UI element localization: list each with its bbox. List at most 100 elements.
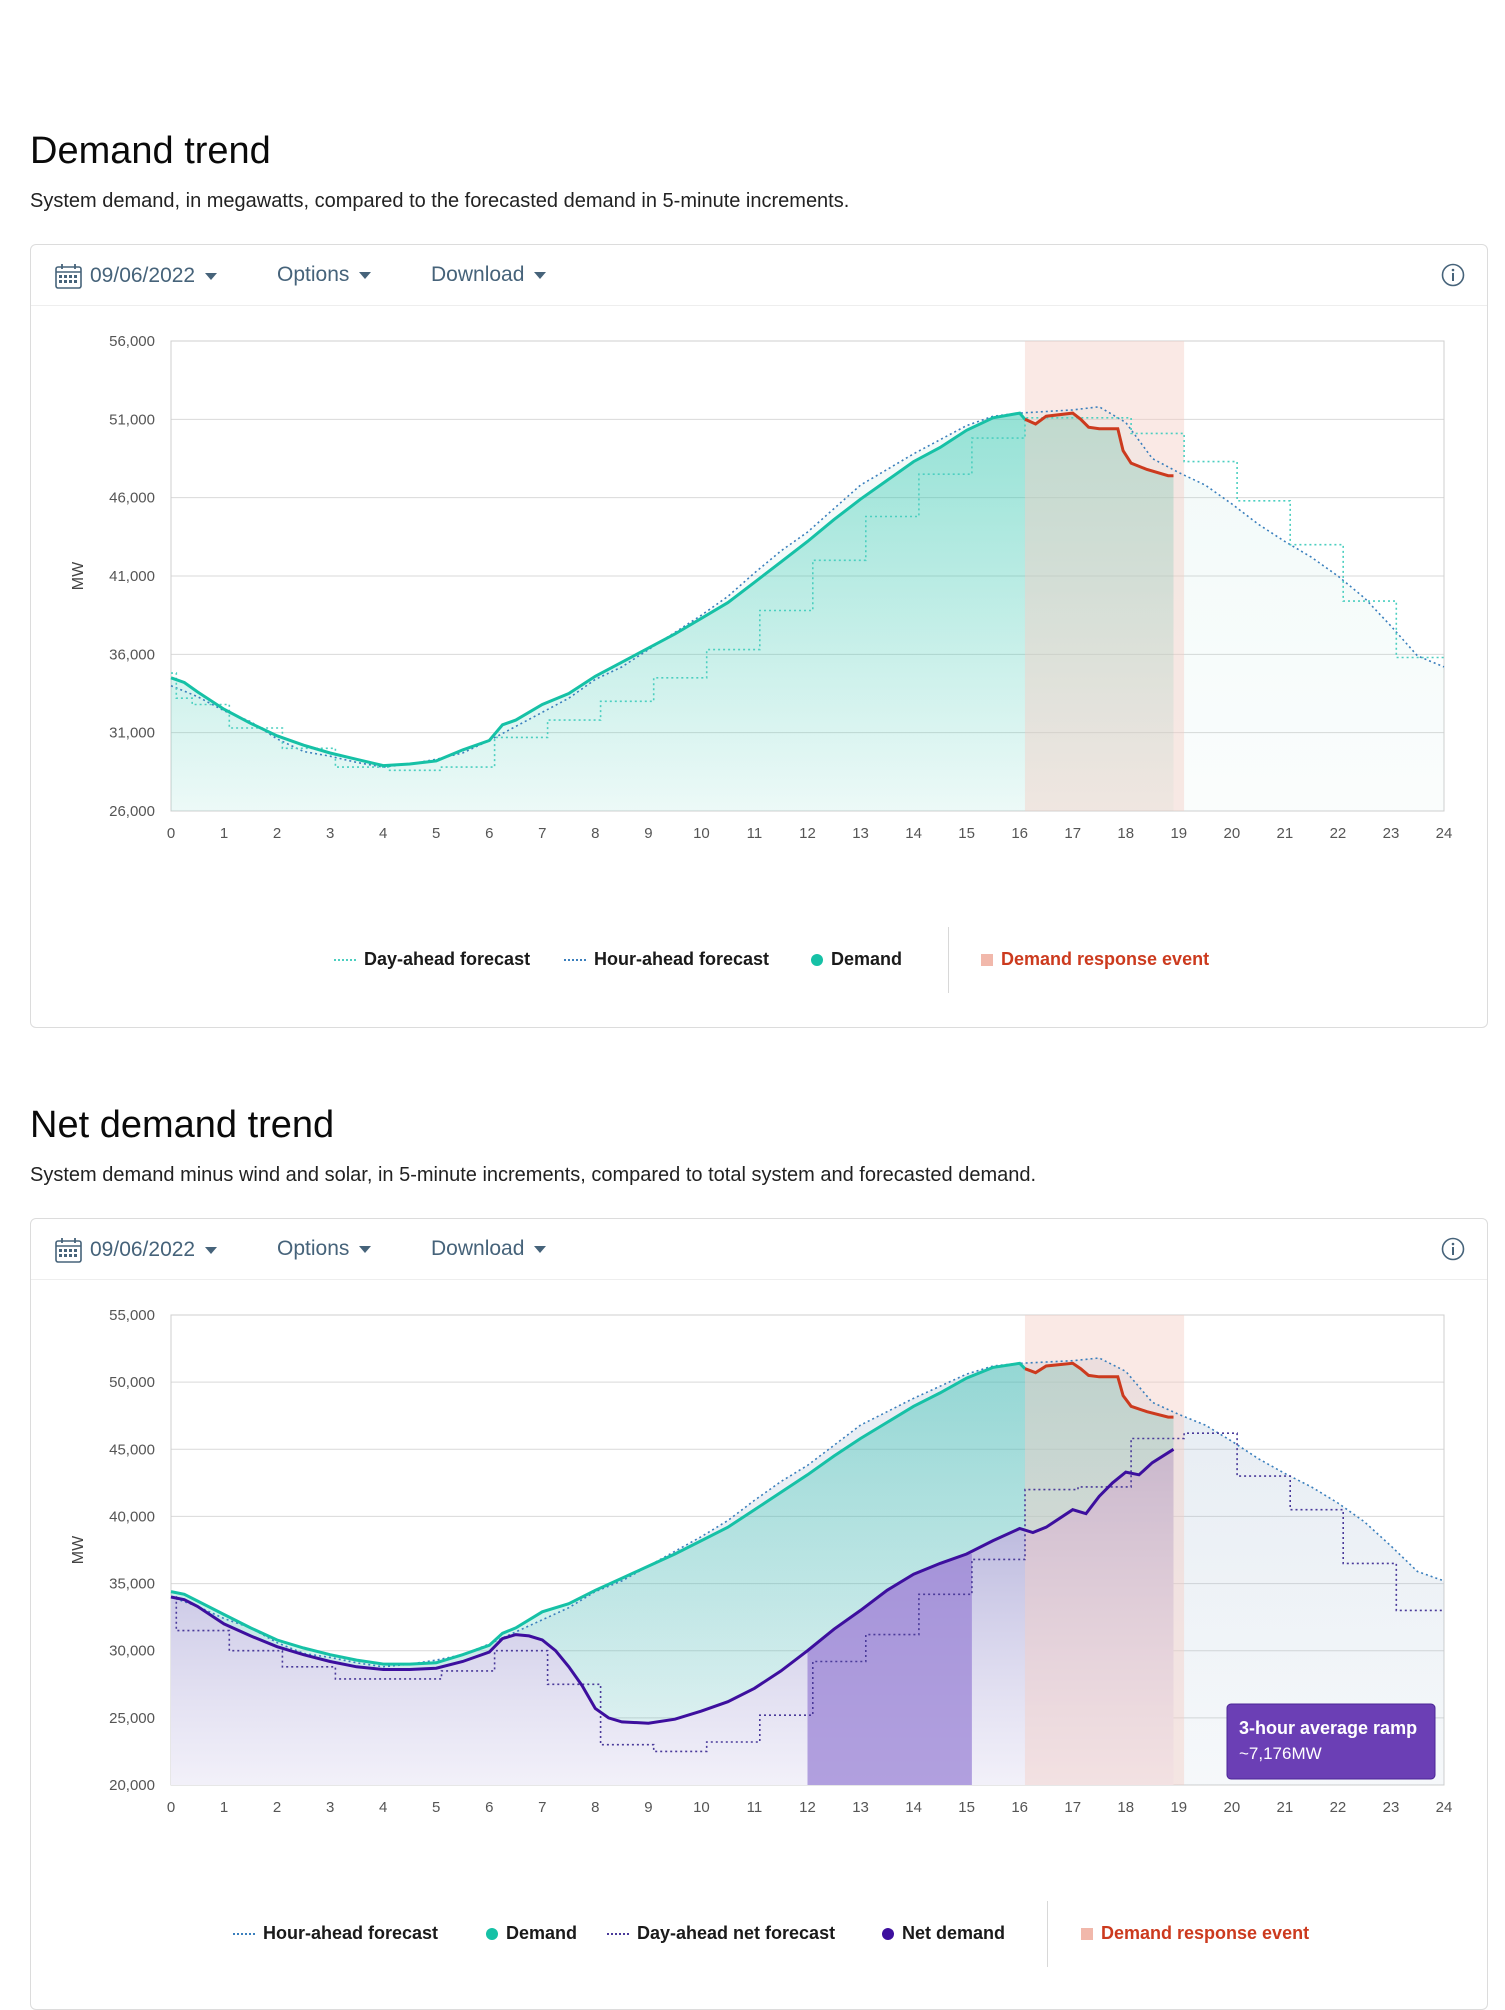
- date-picker[interactable]: 09/06/2022: [55, 263, 218, 289]
- ramp-annotation-value: ~7,176MW: [1239, 1744, 1322, 1763]
- net-demand-line: [170, 1448, 1175, 1725]
- hour-ahead-forecast-line: [170, 405, 1445, 768]
- options-label: Options: [277, 1237, 350, 1260]
- y-tick-label: 20,000: [109, 1777, 155, 1794]
- x-tick-label: 3: [326, 1799, 334, 1816]
- y-tick-label: 31,000: [109, 725, 155, 742]
- x-tick-label: 12: [799, 825, 816, 842]
- demand-response-band: [1024, 341, 1185, 811]
- x-tick-label: 18: [1117, 1799, 1134, 1816]
- x-tick-label: 22: [1330, 825, 1347, 842]
- y-tick-label: 56,000: [109, 333, 155, 350]
- demand-response-line: [1024, 1361, 1174, 1419]
- section-title: Demand trend: [30, 130, 271, 172]
- download-label: Download: [431, 1237, 525, 1260]
- x-tick-label: 0: [167, 825, 175, 842]
- options-dropdown[interactable]: Options: [277, 1237, 372, 1261]
- info-icon[interactable]: [1441, 1237, 1465, 1261]
- chart-card: 09/06/2022 Options Download 26,000 31,000…: [30, 244, 1488, 1028]
- x-tick-label: 10: [693, 1799, 710, 1816]
- x-tick-label: 10: [693, 825, 710, 842]
- x-tick-label: 24: [1436, 825, 1453, 842]
- x-tick-label: 24: [1436, 1799, 1453, 1816]
- date-value: 09/06/2022: [90, 1238, 196, 1261]
- section-title: Net demand trend: [30, 1104, 335, 1146]
- x-tick-label: 16: [1011, 825, 1028, 842]
- legend-day-ahead-forecast[interactable]: Day-ahead forecast: [334, 949, 530, 970]
- y-tick-label: 45,000: [109, 1441, 155, 1458]
- x-tick-label: 21: [1277, 1799, 1294, 1816]
- x-tick-label: 13: [852, 825, 869, 842]
- x-tick-label: 6: [485, 825, 493, 842]
- chevron-down-icon: [205, 1246, 218, 1254]
- day-ahead-net-forecast-line: [171, 1432, 1444, 1753]
- demand-chart: 26,000 31,000 36,000 41,000 46,000 51,000 56,0…: [70, 333, 1453, 842]
- chart-legend: Hour-ahead forecast Demand Day-ahead net…: [31, 1901, 1487, 1971]
- y-axis-label: MW: [70, 1535, 87, 1564]
- date-value: 09/06/2022: [90, 264, 196, 287]
- x-tick-label: 9: [644, 825, 652, 842]
- chevron-down-icon: [205, 272, 218, 280]
- chart-toolbar: 09/06/2022 Options Download: [31, 245, 1487, 306]
- x-tick-label: 9: [644, 1799, 652, 1816]
- x-tick-label: 16: [1011, 1799, 1028, 1816]
- legend-day-ahead-net-forecast[interactable]: Day-ahead net forecast: [607, 1923, 835, 1944]
- x-tick-label: 23: [1383, 1799, 1400, 1816]
- ramp-annotation-title: 3-hour average ramp: [1239, 1718, 1417, 1738]
- legend-demand[interactable]: Demand: [486, 1923, 577, 1944]
- chart-card: 09/06/2022 Options Download 20,000 25,000…: [30, 1218, 1488, 2010]
- chart-toolbar: 09/06/2022 Options Download: [31, 1219, 1487, 1280]
- x-tick-label: 1: [220, 1799, 228, 1816]
- hour-ahead-forecast-line: [170, 1357, 1445, 1668]
- x-tick-label: 18: [1117, 825, 1134, 842]
- x-tick-label: 14: [905, 1799, 922, 1816]
- y-tick-label: 46,000: [109, 490, 155, 507]
- download-label: Download: [431, 263, 525, 286]
- y-tick-label: 40,000: [109, 1508, 155, 1525]
- y-tick-label: 35,000: [109, 1576, 155, 1593]
- options-dropdown[interactable]: Options: [277, 263, 372, 287]
- chart-legend: Day-ahead forecast Hour-ahead forecast D…: [31, 927, 1487, 997]
- x-tick-label: 1: [220, 825, 228, 842]
- legend-demand[interactable]: Demand: [811, 949, 902, 970]
- y-tick-label: 30,000: [109, 1643, 155, 1660]
- x-tick-label: 11: [747, 1799, 763, 1816]
- net-demand-chart: 20,000 25,000 30,000 35,000 40,000 45,000 50,0…: [70, 1307, 1453, 1816]
- x-tick-label: 19: [1170, 1799, 1187, 1816]
- legend-demand-response-event[interactable]: Demand response event: [1081, 1923, 1309, 1944]
- x-tick-label: 22: [1330, 1799, 1347, 1816]
- legend-net-demand[interactable]: Net demand: [882, 1923, 1005, 1944]
- info-icon[interactable]: [1441, 263, 1465, 287]
- x-tick-label: 0: [167, 1799, 175, 1816]
- y-tick-label: 26,000: [109, 803, 155, 820]
- section-subtitle: System demand minus wind and solar, in 5…: [30, 1164, 1037, 1186]
- x-tick-label: 7: [538, 825, 546, 842]
- section-subtitle: System demand, in megawatts, compared to…: [30, 190, 850, 212]
- legend-divider: [948, 927, 949, 993]
- legend-divider: [1047, 1901, 1048, 1967]
- legend-demand-response-event[interactable]: Demand response event: [981, 949, 1209, 970]
- download-dropdown[interactable]: Download: [431, 1237, 547, 1261]
- calendar-icon: [55, 1238, 82, 1263]
- x-tick-label: 8: [591, 1799, 599, 1816]
- x-tick-label: 15: [958, 1799, 975, 1816]
- day-ahead-forecast-line: [171, 417, 1444, 772]
- x-tick-label: 21: [1277, 825, 1294, 842]
- legend-hour-ahead-forecast[interactable]: Hour-ahead forecast: [564, 949, 769, 970]
- calendar-icon: [55, 264, 82, 289]
- y-tick-label: 41,000: [109, 568, 155, 585]
- chevron-down-icon: [359, 1245, 372, 1253]
- y-tick-label: 55,000: [109, 1307, 155, 1324]
- x-tick-label: 17: [1064, 825, 1081, 842]
- y-tick-label: 51,000: [109, 411, 155, 428]
- x-tick-label: 5: [432, 825, 440, 842]
- ramp-annotation-box: [1226, 1703, 1436, 1780]
- x-tick-label: 15: [958, 825, 975, 842]
- demand-line: [170, 411, 1027, 768]
- x-tick-label: 4: [379, 1799, 387, 1816]
- legend-hour-ahead-forecast[interactable]: Hour-ahead forecast: [233, 1923, 438, 1944]
- x-tick-label: 20: [1223, 825, 1240, 842]
- date-picker[interactable]: 09/06/2022: [55, 1237, 218, 1263]
- download-dropdown[interactable]: Download: [431, 263, 547, 287]
- x-tick-label: 6: [485, 1799, 493, 1816]
